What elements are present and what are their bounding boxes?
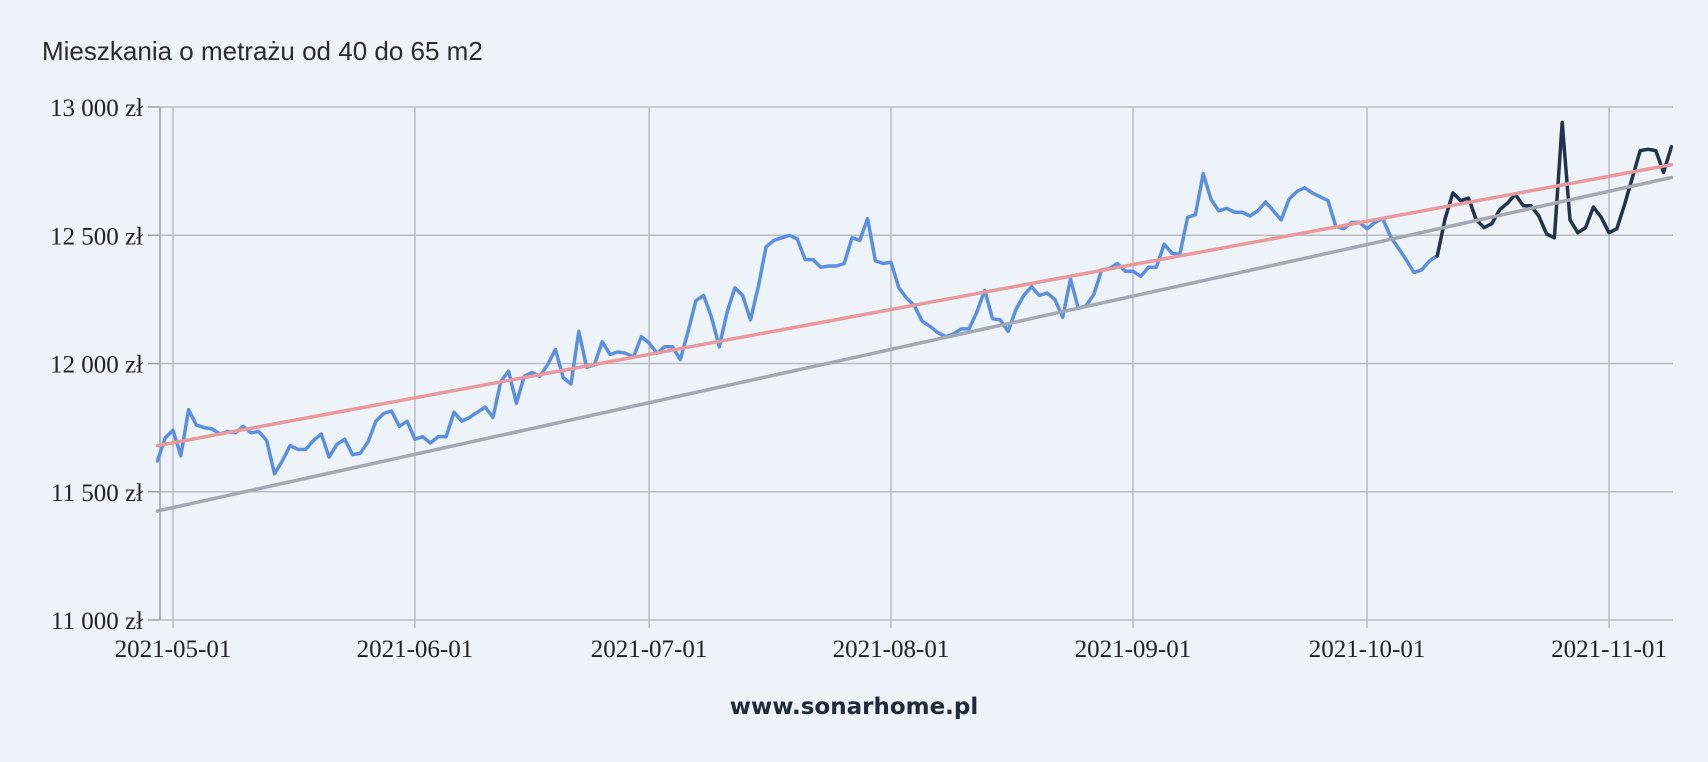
- y-tick-label: 13 000 zł: [50, 95, 143, 122]
- x-tick-label: 2021-07-01: [591, 636, 708, 663]
- chart-title: Mieszkania o metrażu od 40 do 65 m2: [42, 36, 483, 66]
- trend-line-red: [155, 162, 1673, 448]
- series-lines: [155, 120, 1673, 513]
- x-tick-label: 2021-11-01: [1551, 636, 1667, 663]
- y-tick-label: 12 500 zł: [50, 223, 143, 250]
- x-tick-label: 2021-09-01: [1075, 636, 1192, 663]
- footer-website-label: www.sonarhome.pl: [729, 694, 979, 720]
- x-axis-tick-labels: 2021-05-01 2021-06-01 2021-07-01 2021-08-01…: [115, 636, 1667, 663]
- x-tick-label: 2021-10-01: [1309, 636, 1426, 663]
- y-tick-label: 11 000 zł: [51, 608, 143, 635]
- x-tick-label: 2021-08-01: [833, 636, 950, 663]
- trend-line-gray: [155, 175, 1673, 513]
- price-history-line: [155, 171, 1440, 476]
- y-tick-label: 12 000 zł: [50, 352, 143, 379]
- grid-lines: [148, 106, 1673, 628]
- x-tick-label: 2021-06-01: [357, 636, 474, 663]
- y-axis-tick-labels: 11 000 zł 11 500 zł 12 000 zł 12 500 zł 13 0…: [50, 95, 143, 635]
- y-tick-label: 11 500 zł: [51, 480, 143, 507]
- x-tick-label: 2021-05-01: [115, 636, 232, 663]
